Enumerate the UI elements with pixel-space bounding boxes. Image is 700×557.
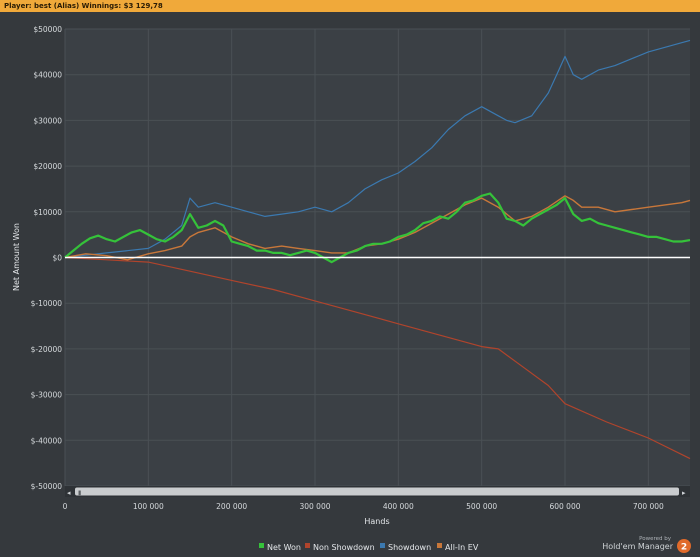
x-tick-label: 700 000 (633, 502, 664, 511)
legend-swatch-showdown (380, 543, 385, 548)
window-title: Player: best (Alias) Winnings: $3 129,78 (0, 0, 700, 12)
series-line-non-showdown (64, 256, 691, 460)
x-axis-label: Hands (364, 517, 389, 526)
x-tick-label: 300 000 (299, 502, 330, 511)
y-tick-label: $50000 (33, 25, 62, 34)
y-tick-label: $-10000 (31, 299, 63, 308)
scrollbar-thumb[interactable] (75, 487, 679, 496)
series-lines (64, 39, 691, 460)
y-tick-label: $40000 (33, 71, 62, 80)
y-tick-label: $0 (52, 254, 62, 263)
legend-label-allin-ev: All-In EV (445, 543, 479, 552)
x-tick-label: 100 000 (133, 502, 164, 511)
legend-label-non-showdown: Non Showdown (313, 543, 375, 552)
series-line-net-won (64, 192, 691, 264)
x-tick-label: 600 000 (549, 502, 580, 511)
legend-swatch-allin-ev (437, 543, 442, 548)
logo-circle-icon (677, 539, 691, 553)
brand-logo: Powered by Hold'em Manager 2 (602, 536, 691, 553)
y-axis-label: Net Amount Won (12, 223, 21, 291)
y-tick-label: $10000 (33, 208, 62, 217)
legend-swatch-non-showdown (305, 543, 310, 548)
series-line-showdown (64, 39, 691, 259)
scrollbar-grip-icon: ▮ (78, 490, 81, 497)
x-axis-ticks: 0 100 000 200 000 300 000 400 000 500 000 600 … (63, 502, 664, 511)
y-axis-ticks: $50000 $40000 $30000 $20000 $10000 $0 $-10000 $… (31, 25, 63, 491)
product-name: Hold'em Manager (602, 542, 673, 551)
x-tick-label: 400 000 (383, 502, 414, 511)
y-tick-label: $20000 (33, 162, 62, 171)
y-tick-label: $-20000 (31, 345, 63, 354)
y-tick-label: $-50000 (31, 482, 63, 491)
scroll-left-arrow-icon[interactable]: ◂ (67, 489, 71, 497)
logo-version-number: 2 (681, 543, 687, 553)
y-tick-label: $30000 (33, 116, 62, 125)
legend: Net Won Non Showdown Showdown All-In EV (259, 543, 479, 552)
x-tick-label: 500 000 (466, 502, 497, 511)
scroll-right-arrow-icon[interactable]: ▸ (682, 489, 686, 497)
y-tick-label: $-30000 (31, 391, 63, 400)
legend-label-net-won: Net Won (267, 543, 301, 552)
legend-label-showdown: Showdown (388, 543, 431, 552)
legend-swatch-net-won (259, 543, 264, 548)
y-tick-label: $-40000 (31, 436, 63, 445)
x-tick-label: 200 000 (216, 502, 247, 511)
powered-by-label: Powered by (639, 536, 672, 542)
x-tick-label: 0 (63, 502, 68, 511)
horizontal-scrollbar[interactable]: ◂ ▸ ▮ (65, 486, 690, 497)
